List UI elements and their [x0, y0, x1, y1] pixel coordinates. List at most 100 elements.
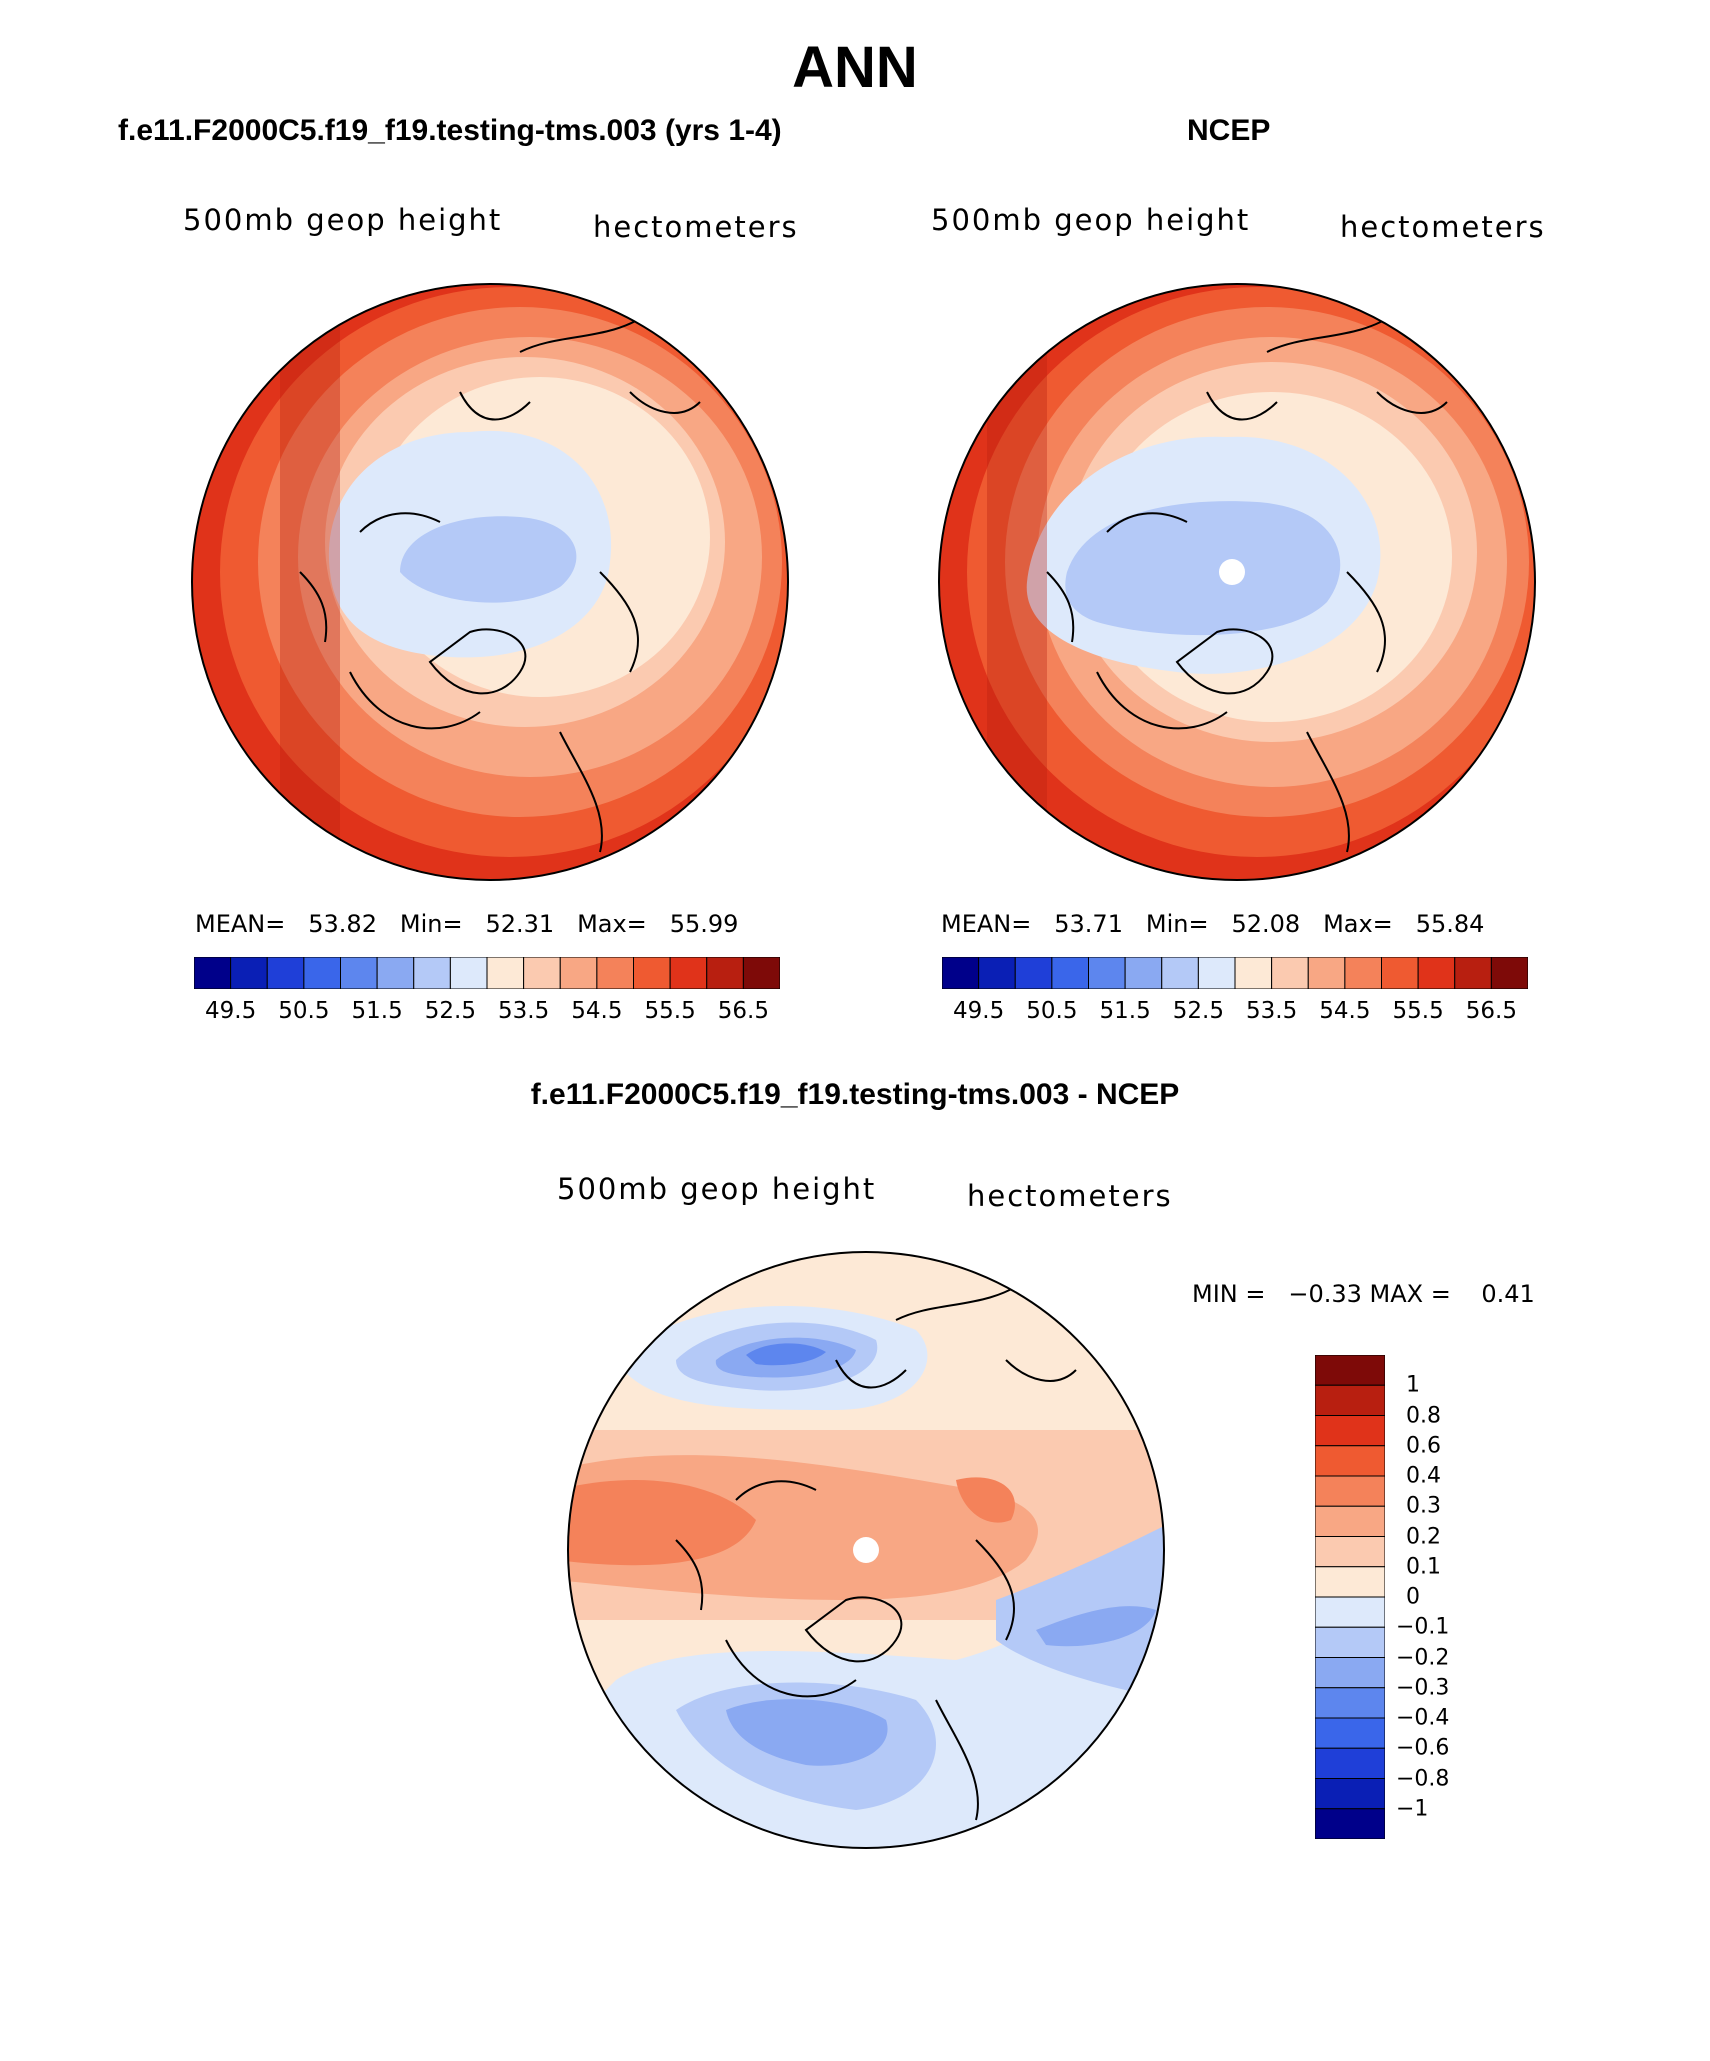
- colorbar-swatch: [1315, 1536, 1385, 1568]
- colorbar-tick-label: −0.2: [1396, 1645, 1450, 1670]
- colorbar-swatch: [376, 957, 415, 989]
- obs-stats: MEAN= 53.71 Min= 52.08 Max= 55.84: [941, 910, 1484, 938]
- colorbar-swatch: [1197, 957, 1236, 989]
- colorbar-swatch: [1315, 1717, 1385, 1749]
- colorbar-tick-label: −1: [1396, 1796, 1429, 1822]
- colorbar-tick-label: 0: [1406, 1584, 1420, 1610]
- model-polar-map: [191, 283, 789, 881]
- colorbar-swatch: [1381, 957, 1419, 989]
- colorbar-tick-label: 50.5: [278, 998, 330, 1024]
- colorbar-swatch: [1271, 957, 1309, 989]
- colorbar-swatch: [1088, 957, 1126, 989]
- colorbar-tick-label: 51.5: [351, 998, 403, 1024]
- colorbar-swatch: [1315, 1657, 1385, 1689]
- colorbar-swatch: [413, 957, 451, 989]
- colorbar-tick-label: 55.5: [1392, 998, 1444, 1024]
- colorbar-swatch: [1315, 1355, 1385, 1386]
- colorbar-tick-label: 52.5: [1172, 998, 1224, 1024]
- colorbar-swatch: [1051, 957, 1089, 989]
- figure-title: ANN: [792, 35, 918, 100]
- colorbar-swatch: [742, 957, 780, 989]
- colorbar-tick-label: 53.5: [498, 998, 550, 1024]
- colorbar-tick-label: 51.5: [1099, 998, 1151, 1024]
- obs-polar-map: [938, 283, 1536, 881]
- colorbar-swatch: [1315, 1475, 1385, 1507]
- colorbar-tick-label: 1: [1406, 1372, 1420, 1398]
- colorbar-swatch: [266, 957, 305, 989]
- colorbar-swatch: [340, 957, 378, 989]
- colorbar-tick-label: 52.5: [424, 998, 476, 1024]
- diff-colorbar: [1315, 1355, 1385, 1839]
- model-colorbar-ticks: 49.5 50.5 51.5 52.5 53.5 54.5 55.5 56.5: [194, 998, 780, 1028]
- colorbar-swatch: [978, 957, 1016, 989]
- colorbar-swatch: [1124, 957, 1163, 989]
- obs-units-label: hectometers: [1340, 210, 1546, 244]
- obs-min-value: 52.08: [1231, 910, 1301, 938]
- colorbar-swatch: [194, 957, 232, 989]
- colorbar-tick-label: 0.8: [1406, 1403, 1441, 1428]
- colorbar-tick-label: −0.4: [1396, 1705, 1450, 1731]
- colorbar-tick-label: 55.5: [644, 998, 696, 1024]
- model-stats: MEAN= 53.82 Min= 52.31 Max= 55.99: [195, 910, 738, 938]
- model-mean-value: 53.82: [308, 910, 377, 938]
- colorbar-swatch: [633, 957, 671, 989]
- colorbar-swatch: [1315, 1415, 1385, 1447]
- obs-max-value: 55.84: [1415, 910, 1485, 938]
- colorbar-swatch: [596, 957, 634, 989]
- colorbar-tick-label: −0.1: [1396, 1614, 1450, 1640]
- colorbar-tick-label: −0.6: [1396, 1735, 1450, 1761]
- colorbar-swatch: [1315, 1808, 1385, 1839]
- colorbar-swatch: [1417, 957, 1456, 989]
- diff-panel-title: f.e11.F2000C5.f19_f19.testing-tms.003 - …: [530, 1078, 1180, 1111]
- colorbar-swatch: [1454, 957, 1492, 989]
- colorbar-swatch: [1014, 957, 1053, 989]
- colorbar-swatch: [1315, 1505, 1385, 1537]
- model-max-value: 55.99: [669, 910, 739, 938]
- obs-panel-title: NCEP: [1187, 114, 1271, 147]
- model-max-label: Max=: [577, 910, 647, 938]
- colorbar-swatch: [1315, 1778, 1385, 1810]
- colorbar-swatch: [1344, 957, 1382, 989]
- colorbar-tick-label: 54.5: [1319, 998, 1371, 1024]
- diff-stats: MIN = −0.33 MAX = 0.41: [1192, 1280, 1535, 1308]
- colorbar-tick-label: 53.5: [1246, 998, 1298, 1024]
- colorbar-tick-label: 50.5: [1026, 998, 1078, 1024]
- colorbar-tick-label: 0.2: [1406, 1524, 1441, 1549]
- model-units-label: hectometers: [593, 210, 799, 244]
- colorbar-tick-label: 0.4: [1406, 1463, 1441, 1489]
- colorbar-swatch: [1315, 1626, 1385, 1658]
- colorbar-tick-label: 0.6: [1406, 1433, 1441, 1459]
- colorbar-swatch: [486, 957, 525, 989]
- colorbar-swatch: [523, 957, 561, 989]
- colorbar-swatch: [1315, 1747, 1385, 1779]
- colorbar-swatch: [1315, 1566, 1385, 1598]
- colorbar-swatch: [1315, 1445, 1385, 1477]
- colorbar-swatch: [1315, 1596, 1385, 1628]
- model-min-value: 52.31: [485, 910, 555, 938]
- colorbar-swatch: [1490, 957, 1528, 989]
- colorbar-tick-label: 0.1: [1406, 1554, 1441, 1580]
- colorbar-tick-label: 49.5: [205, 998, 257, 1024]
- model-min-label: Min=: [399, 910, 463, 938]
- model-variable-label: 500mb geop height: [183, 203, 503, 237]
- diff-units-label: hectometers: [967, 1179, 1173, 1213]
- obs-colorbar: [942, 957, 1528, 989]
- colorbar-swatch: [1234, 957, 1273, 989]
- colorbar-swatch: [230, 957, 268, 989]
- colorbar-tick-label: 0.3: [1406, 1493, 1441, 1519]
- colorbar-tick-label: 56.5: [717, 998, 769, 1024]
- colorbar-swatch: [559, 957, 598, 989]
- obs-min-label: Min=: [1145, 910, 1209, 938]
- colorbar-swatch: [303, 957, 341, 989]
- colorbar-tick-label: −0.8: [1396, 1766, 1450, 1791]
- colorbar-tick-label: 54.5: [571, 998, 623, 1024]
- colorbar-swatch: [1315, 1687, 1385, 1719]
- colorbar-swatch: [669, 957, 708, 989]
- model-mean-label: MEAN=: [195, 910, 286, 938]
- colorbar-swatch: [1315, 1384, 1385, 1416]
- model-panel-title: f.e11.F2000C5.f19_f19.testing-tms.003 (y…: [118, 114, 782, 147]
- colorbar-tick-label: 49.5: [953, 998, 1005, 1024]
- colorbar-swatch: [942, 957, 980, 989]
- colorbar-tick-label: −0.3: [1396, 1675, 1450, 1701]
- colorbar-tick-label: 56.5: [1465, 998, 1517, 1024]
